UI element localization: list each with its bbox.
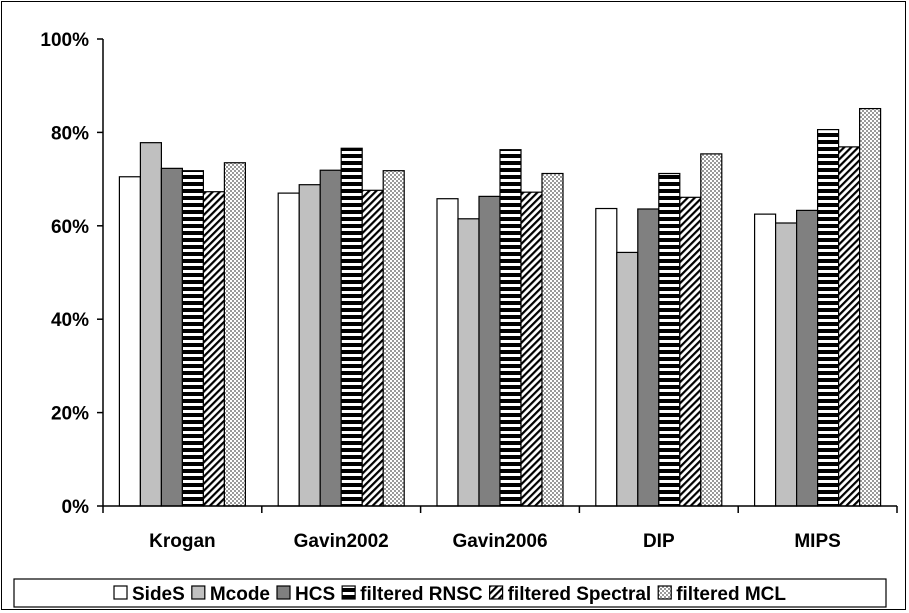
legend-swatch [191, 585, 206, 600]
bar [436, 198, 459, 507]
category-label: Gavin2002 [294, 531, 389, 552]
legend-label: Mcode [210, 584, 270, 605]
bar [361, 189, 384, 507]
bar [520, 191, 543, 507]
bar [637, 208, 660, 507]
bar [753, 213, 777, 507]
bar [478, 195, 501, 507]
legend-label: filtered MCL [676, 584, 786, 605]
bar [700, 153, 723, 507]
bar [541, 172, 564, 507]
bar [837, 146, 861, 507]
legend-label: HCS [295, 584, 335, 605]
bars-group [118, 107, 882, 507]
bar [774, 222, 798, 507]
bar [616, 251, 639, 507]
legend-swatch [341, 585, 356, 600]
bar [298, 184, 321, 507]
y-tick-label: 80% [51, 123, 89, 144]
y-tick-label: 40% [51, 310, 89, 331]
bar [277, 192, 300, 507]
bar [595, 207, 618, 507]
bar [139, 142, 162, 507]
legend-box [13, 578, 887, 608]
bar [499, 149, 522, 507]
y-axis: 0% 20% 40% 60% 80% 100% [40, 30, 104, 518]
x-axis: Krogan Gavin2002 Gavin2006 DIP MIPS [102, 505, 898, 552]
bar [223, 162, 246, 507]
legend-swatch [657, 585, 672, 600]
legend-swatch [489, 585, 504, 600]
category-label: Gavin2006 [452, 531, 547, 552]
bar [795, 209, 819, 507]
bar [658, 172, 681, 507]
bar [319, 169, 342, 507]
category-label: DIP [643, 531, 675, 552]
bar [816, 128, 840, 507]
bar [202, 191, 225, 507]
y-tick-label: 0% [62, 497, 90, 518]
legend: SideS Mcode HCS filtered RNSC filtered Spect… [13, 578, 887, 608]
bar [340, 147, 363, 507]
y-tick-label: 60% [51, 217, 89, 238]
legend-label: SideS [132, 584, 185, 605]
bar [382, 170, 405, 507]
bar [858, 107, 882, 507]
legend-label: filtered Spectral [508, 584, 652, 605]
category-label: MIPS [794, 531, 840, 552]
legend-label: filtered RNSC [360, 584, 483, 605]
category-label: Krogan [149, 531, 216, 552]
legend-swatch [113, 585, 128, 600]
y-tick-label: 20% [51, 404, 89, 425]
legend-swatch [276, 585, 291, 600]
bar [160, 167, 183, 507]
bar [679, 196, 702, 507]
bar [181, 170, 204, 507]
bar [118, 176, 142, 507]
bar [457, 218, 480, 507]
y-tick-label: 100% [40, 30, 89, 51]
